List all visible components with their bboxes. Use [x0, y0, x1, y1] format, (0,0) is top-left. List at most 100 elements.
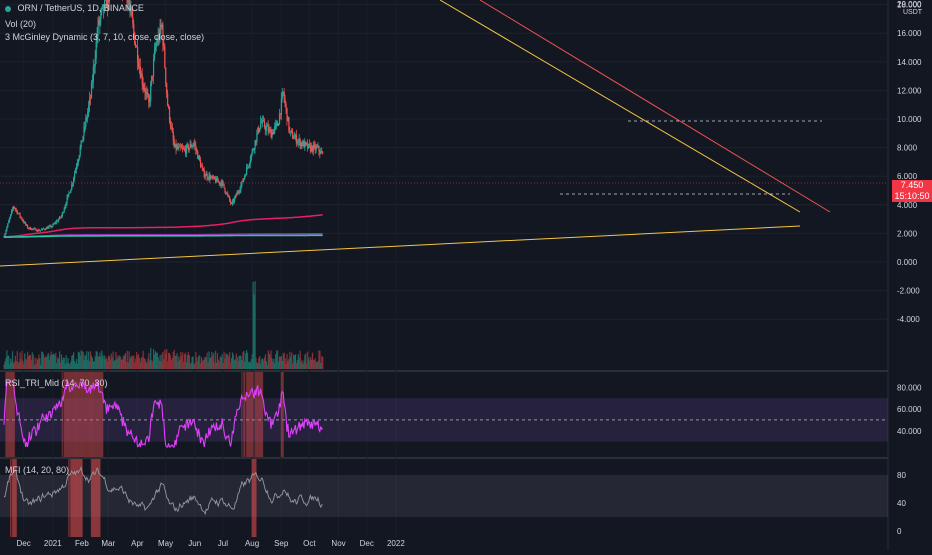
candle-body	[60, 216, 63, 218]
candle-body	[192, 145, 194, 147]
volume-bar	[293, 354, 295, 369]
mcginley-legend[interactable]: 3 McGinley Dynamic (3, 7, 10, close, clo…	[5, 32, 208, 42]
volume-bar	[194, 362, 196, 369]
rsi-overbought-highlight	[97, 372, 99, 457]
candle-body	[13, 206, 16, 209]
candle-body	[284, 99, 286, 104]
rsi-overbought-highlight	[249, 372, 251, 457]
volume-bar	[38, 354, 40, 369]
candle-body	[246, 167, 248, 176]
vol-legend[interactable]: Vol (20)	[5, 19, 40, 29]
candle-body	[202, 168, 204, 171]
volume-bar	[165, 353, 167, 369]
volume-bar	[45, 357, 47, 369]
candle-body	[204, 175, 206, 177]
volume-bar	[227, 354, 229, 369]
volume-bar	[252, 282, 254, 369]
volume-bar	[322, 356, 324, 369]
mfi-overbought-highlight	[78, 459, 80, 537]
rsi-overbought-highlight	[76, 372, 79, 457]
candle-body	[281, 93, 283, 99]
candle-body	[39, 230, 41, 232]
rsi-overbought-highlight	[245, 372, 248, 457]
time-tick-label: Feb	[75, 539, 89, 548]
pane-separator	[0, 457, 888, 459]
candle-body	[290, 130, 292, 132]
rsi-overbought-highlight	[86, 372, 88, 457]
volume-bar	[166, 349, 168, 369]
volume-bar	[31, 352, 33, 369]
candle-body	[285, 103, 287, 108]
time-tick-label: Dec	[17, 539, 31, 548]
candle-body	[256, 133, 258, 142]
candle-body	[229, 196, 231, 201]
candle-body	[16, 210, 18, 214]
rsi-overbought-highlight	[13, 372, 16, 457]
volume-bar	[271, 358, 273, 369]
volume-bar	[67, 357, 69, 369]
rsi-overbought-highlight	[74, 372, 77, 457]
rsi-overbought-highlight	[244, 372, 246, 457]
candle-body	[173, 140, 175, 147]
candle-body	[15, 209, 17, 211]
volume-bar	[313, 360, 315, 369]
candle-body	[224, 187, 226, 192]
candle-body	[7, 223, 9, 228]
candle-body	[74, 169, 77, 174]
volume-bar	[206, 352, 208, 369]
volume-bar	[22, 360, 24, 369]
rsi-overbought-highlight	[63, 372, 65, 457]
volume-bar	[74, 361, 76, 369]
volume-bar	[150, 347, 152, 369]
candle-body	[253, 149, 255, 150]
mfi-legend[interactable]: MFI (14, 20, 80)	[5, 465, 73, 475]
mfi-overbought-highlight	[79, 459, 81, 537]
candle-body	[62, 212, 64, 214]
volume-bar	[64, 363, 66, 369]
mfi-overbought-highlight	[98, 459, 100, 537]
candle-body	[102, 4, 104, 8]
vol-label: Vol (20)	[5, 19, 37, 29]
candle-body	[254, 140, 256, 150]
volume-bar	[287, 360, 289, 369]
volume-bar	[181, 355, 183, 369]
volume-bar	[251, 354, 253, 369]
volume-bar	[305, 353, 307, 369]
volume-bar	[300, 362, 302, 369]
rsi-overbought-highlight	[101, 372, 103, 457]
mfi-overbought-highlight	[99, 459, 101, 537]
candle-body	[21, 217, 23, 220]
rsi-overbought-highlight	[98, 372, 100, 457]
mcginley-label: 3 McGinley Dynamic (3, 7, 10, close, clo…	[5, 32, 205, 42]
volume-bar	[280, 356, 282, 369]
candle-body	[63, 208, 65, 213]
rsi-overbought-highlight	[243, 372, 245, 457]
volume-bar	[264, 354, 267, 369]
time-tick-label: May	[158, 539, 173, 548]
volume-bar	[163, 359, 165, 369]
volume-bar	[196, 357, 198, 369]
volume-bar	[212, 355, 214, 369]
volume-bar	[55, 352, 57, 369]
candle-body	[161, 24, 163, 28]
volume-bar	[54, 354, 56, 369]
candle-body	[212, 176, 214, 178]
candle-body	[11, 208, 14, 211]
volume-bar	[182, 352, 184, 369]
rsi-legend[interactable]: RSI_TRI_Mid (14, 70, 30)	[5, 378, 112, 388]
candle-body	[183, 148, 185, 150]
candle-body	[169, 120, 172, 127]
volume-bar	[290, 356, 292, 369]
rsi-overbought-highlight	[11, 372, 14, 457]
candle-body	[277, 122, 279, 126]
candle-body	[308, 143, 310, 149]
volume-bar	[134, 362, 136, 369]
candle-body	[262, 119, 264, 123]
volume-bar	[281, 361, 283, 369]
volume-bar	[291, 352, 293, 369]
volume-bar	[203, 358, 205, 369]
volume-bar	[156, 352, 158, 369]
symbol-legend[interactable]: ORN / TetherUS, 1D, BINANCE	[5, 3, 148, 13]
